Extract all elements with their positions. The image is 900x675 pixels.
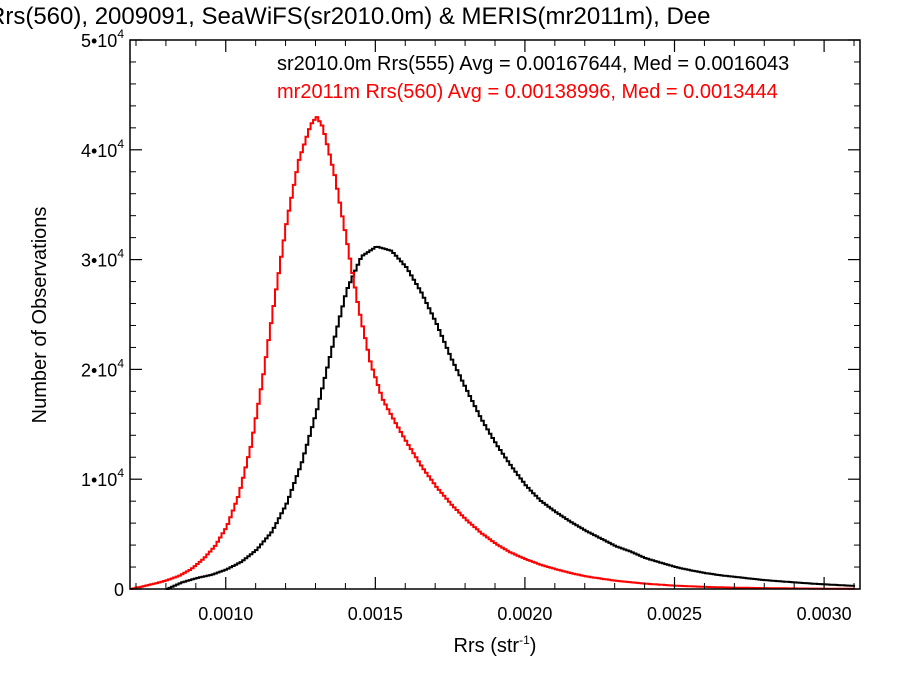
x-axis-label-sup: -1 xyxy=(519,633,530,647)
y-tick-label: 4•104 xyxy=(81,137,124,161)
legend: sr2010.0m Rrs(555) Avg = 0.00167644, Med… xyxy=(277,53,789,103)
y-tick-label: 3•104 xyxy=(81,247,124,271)
y-tick-label: 5•104 xyxy=(81,27,124,51)
x-axis-label: Rrs (str-1) xyxy=(454,633,537,657)
series-line-1 xyxy=(130,116,855,590)
series-line-0 xyxy=(165,245,856,590)
x-axis: 0.0010 0.0015 0.0020 0.0025 0.0030 xyxy=(135,40,855,624)
chart-title: Rrs(560), 2009091, SeaWiFS(sr2010.0m) & … xyxy=(0,3,710,30)
x-tick-label: 0.0025 xyxy=(647,604,702,624)
y-tick-label: 0 xyxy=(114,580,124,600)
x-axis-label-close: ) xyxy=(530,635,537,657)
x-tick-label: 0.0010 xyxy=(198,604,253,624)
x-tick-label: 0.0015 xyxy=(348,604,403,624)
x-tick-label: 0.0020 xyxy=(497,604,552,624)
x-tick-label: 0.0030 xyxy=(797,604,852,624)
legend-entry-meris: mr2011m Rrs(560) Avg = 0.00138996, Med =… xyxy=(277,81,778,103)
y-tick-label: 1•104 xyxy=(81,466,124,490)
series-group xyxy=(130,116,856,590)
x-axis-label-text: Rrs (str xyxy=(454,635,520,657)
y-axis: 0 1•104 2•104 3•104 4•104 5•104 xyxy=(81,27,860,600)
y-tick-label: 2•104 xyxy=(81,356,124,380)
legend-entry-seawifs: sr2010.0m Rrs(555) Avg = 0.00167644, Med… xyxy=(277,53,789,75)
y-axis-label: Number of Observations xyxy=(29,207,51,424)
